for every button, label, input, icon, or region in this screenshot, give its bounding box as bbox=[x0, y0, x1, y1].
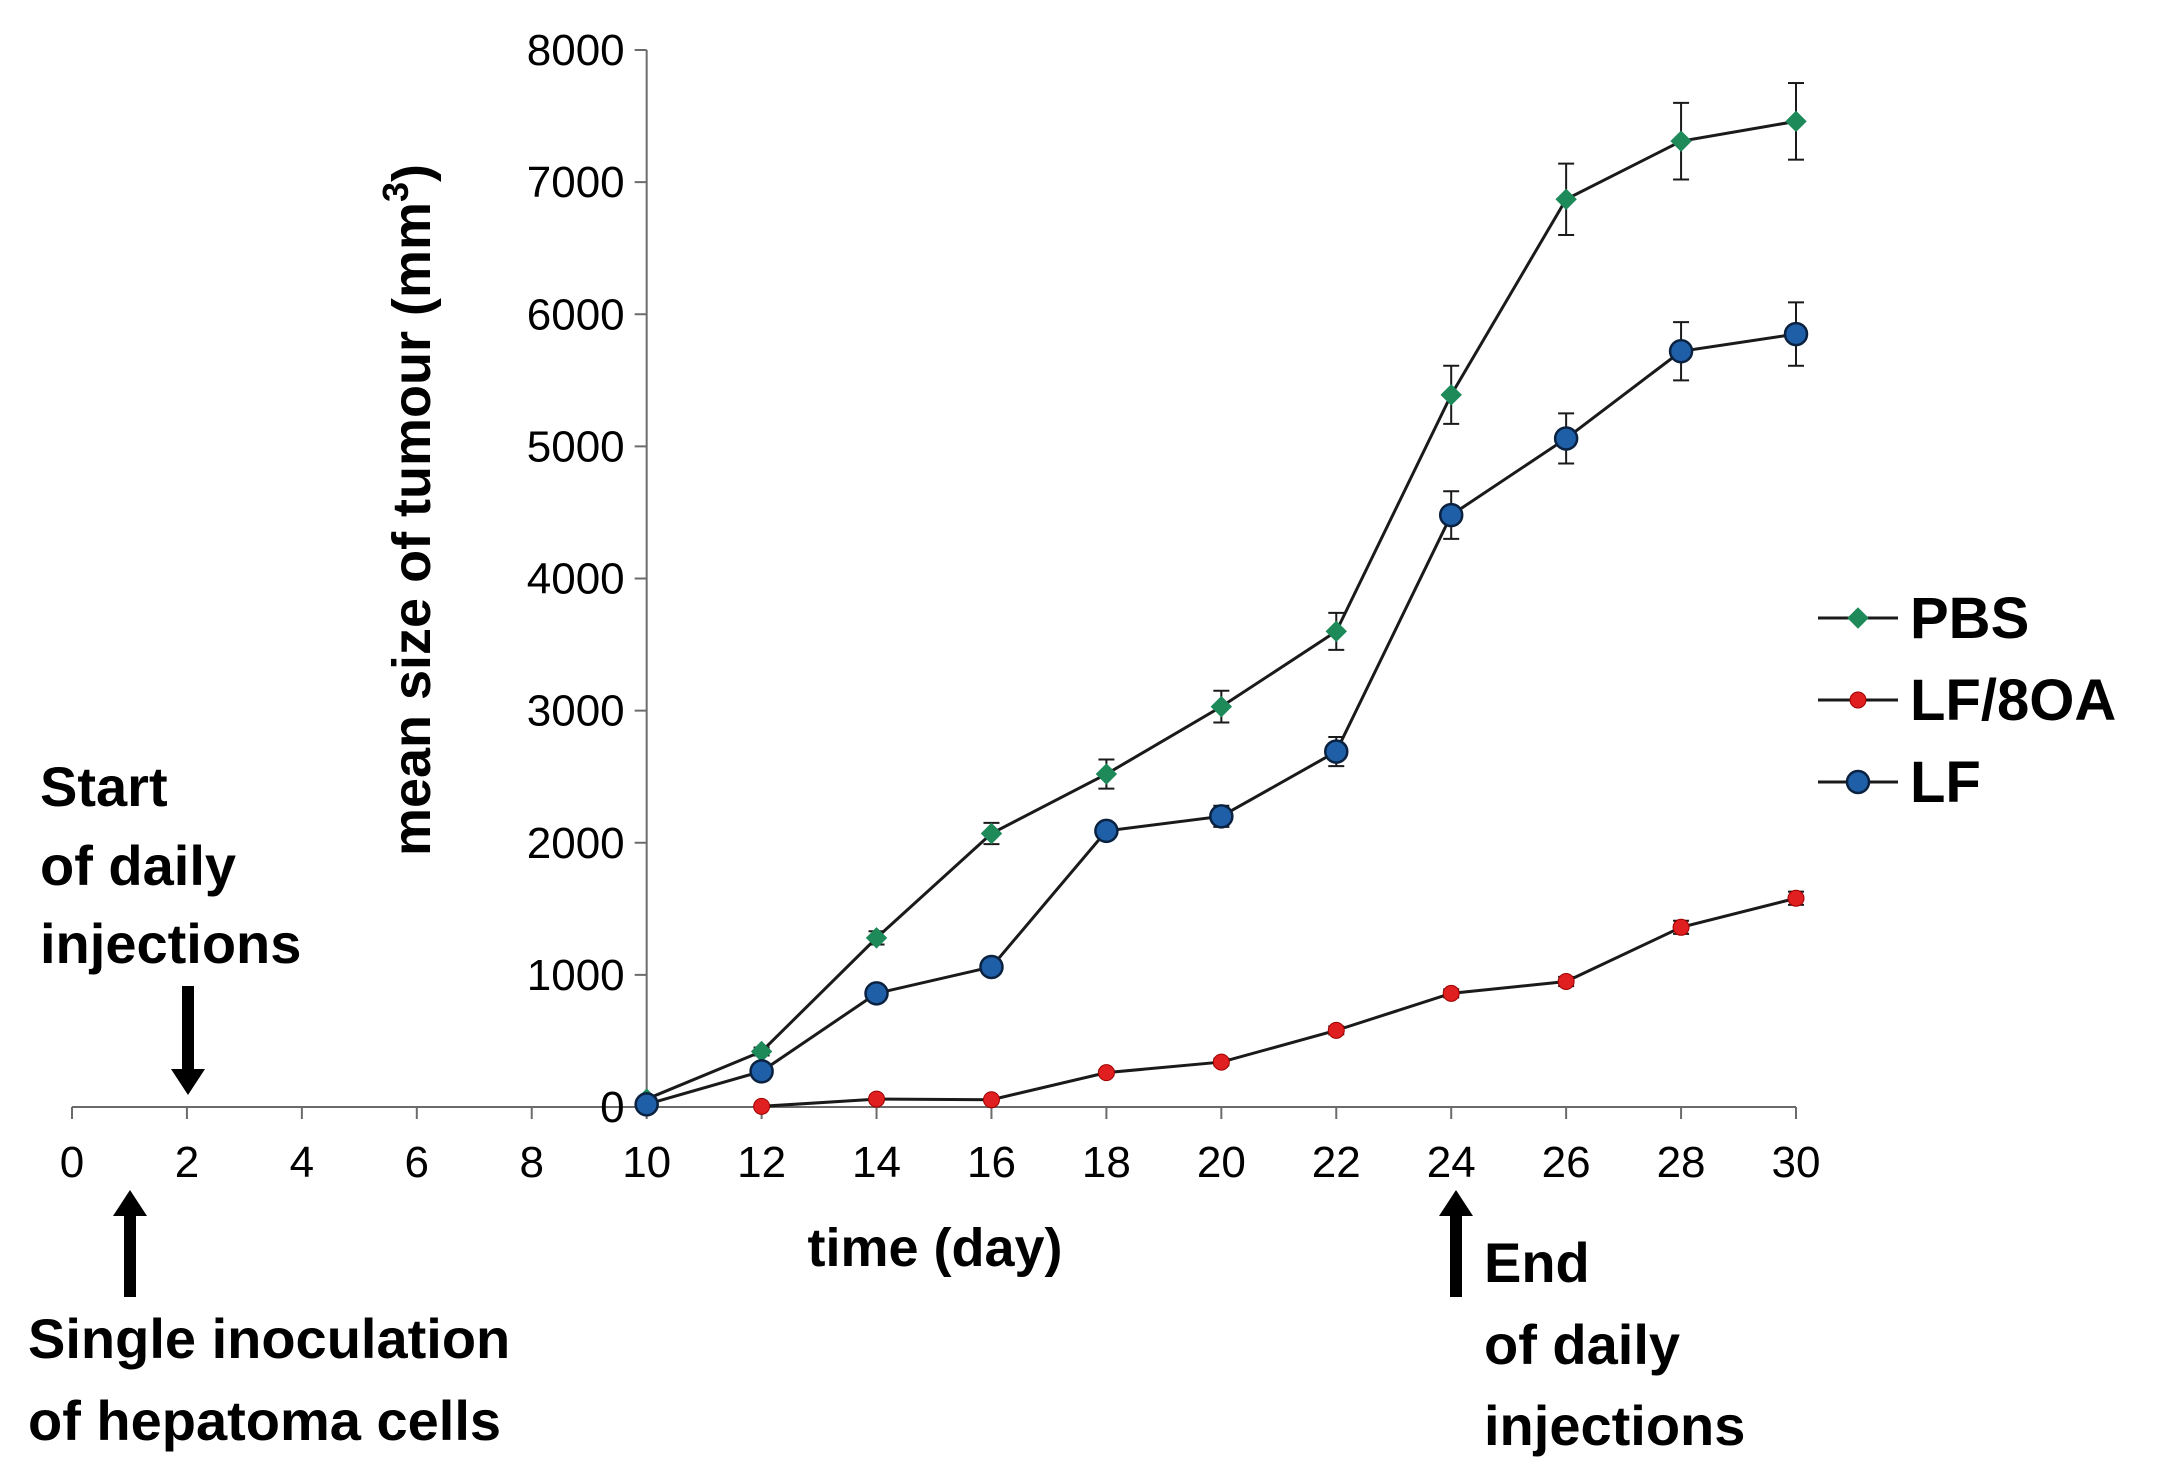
data-point bbox=[1212, 1053, 1230, 1071]
arrow-head bbox=[171, 1069, 205, 1095]
data-point bbox=[1670, 130, 1692, 152]
y-tick-label: 0 bbox=[600, 1083, 624, 1132]
data-point bbox=[634, 1092, 659, 1117]
y-tick-label: 4000 bbox=[527, 555, 625, 604]
x-tick-label: 6 bbox=[405, 1138, 429, 1187]
series-line-pbs bbox=[646, 119, 1797, 1101]
data-point bbox=[1783, 321, 1809, 347]
annotations: Start of daily injections Single inoculatio… bbox=[28, 755, 1745, 1457]
end-note-line: injections bbox=[1484, 1394, 1745, 1457]
data-point bbox=[1210, 695, 1233, 718]
data-point bbox=[982, 1091, 1000, 1109]
data-point bbox=[1672, 918, 1690, 936]
data-point bbox=[753, 1097, 771, 1115]
data-point bbox=[1095, 763, 1118, 785]
arrow-shaft bbox=[1450, 1216, 1462, 1297]
x-tick-label: 24 bbox=[1427, 1138, 1476, 1187]
y-tick-label: 2000 bbox=[527, 819, 625, 868]
x-tick-label: 14 bbox=[852, 1138, 901, 1187]
x-tick-label: 20 bbox=[1197, 1138, 1246, 1187]
y-axis-title-main: mean size of tumour (mm bbox=[382, 202, 442, 856]
x-tick-label: 30 bbox=[1772, 1138, 1821, 1187]
start-note-line: Start bbox=[40, 755, 168, 818]
arrow-shaft bbox=[182, 986, 194, 1069]
inoculation-note-arrow bbox=[113, 1190, 147, 1297]
x-tick-label: 4 bbox=[290, 1138, 314, 1187]
y-tick-label: 5000 bbox=[527, 422, 625, 471]
inoculation-note-line: Single inoculation bbox=[28, 1307, 510, 1370]
data-point bbox=[1557, 972, 1575, 990]
legend-label: PBS bbox=[1910, 586, 2029, 651]
y-axis-title-sup: 3 bbox=[375, 182, 416, 202]
series-layer bbox=[634, 82, 1809, 1117]
legend-label: LF/8OA bbox=[1910, 668, 2116, 733]
inoculation-note-line: of hepatoma cells bbox=[28, 1389, 501, 1452]
x-tick-label: 16 bbox=[967, 1138, 1016, 1187]
x-tick-label: 26 bbox=[1542, 1138, 1591, 1187]
series-lf-8oa bbox=[753, 889, 1805, 1115]
series-lf bbox=[634, 301, 1809, 1117]
data-point bbox=[865, 927, 888, 949]
inoculation-note: Single inoculation of hepatoma cells bbox=[28, 1190, 510, 1452]
data-point bbox=[1785, 110, 1807, 133]
data-point bbox=[1438, 502, 1464, 528]
x-tick-label: 10 bbox=[622, 1138, 671, 1187]
data-point bbox=[1440, 384, 1462, 406]
y-axis-title-end: ) bbox=[382, 164, 442, 182]
end-note-line: of daily bbox=[1484, 1313, 1680, 1376]
data-point bbox=[1324, 739, 1349, 764]
data-point bbox=[1553, 426, 1579, 451]
x-tick-label: 18 bbox=[1082, 1138, 1131, 1187]
x-tick-label: 22 bbox=[1312, 1138, 1361, 1187]
data-point bbox=[868, 1090, 886, 1108]
y-tick-label: 8000 bbox=[527, 26, 625, 75]
end-note-line: End bbox=[1484, 1231, 1590, 1294]
legend-marker bbox=[1849, 691, 1867, 709]
data-point bbox=[1555, 188, 1577, 211]
legend-label: LF bbox=[1910, 750, 1981, 815]
data-point bbox=[980, 822, 1003, 845]
start-note-arrow bbox=[171, 986, 205, 1095]
axes: 0 2 4 6 8 10 12 14 16 18 20 22 24 26 28 300100020003000… bbox=[60, 26, 1821, 1187]
arrow-head bbox=[113, 1190, 147, 1216]
start-note-line: injections bbox=[40, 912, 301, 975]
legend-item-lf: LF bbox=[1818, 750, 1981, 815]
start-note-line: of daily bbox=[40, 834, 236, 897]
legend-item-lf-8oa: LF/8OA bbox=[1818, 668, 2116, 733]
legend: PBS LF/8OA LF bbox=[1818, 586, 2116, 815]
data-point bbox=[749, 1059, 774, 1084]
x-tick-label: 28 bbox=[1657, 1138, 1706, 1187]
x-tick-label: 2 bbox=[175, 1138, 199, 1187]
data-point bbox=[1097, 1064, 1115, 1082]
data-point bbox=[1325, 620, 1347, 643]
x-tick-label: 12 bbox=[737, 1138, 786, 1187]
data-point bbox=[864, 981, 889, 1006]
data-point bbox=[1094, 818, 1119, 844]
series-pbs bbox=[635, 82, 1807, 1110]
data-point bbox=[1327, 1021, 1345, 1039]
data-point bbox=[1668, 338, 1694, 364]
x-tick-label: 8 bbox=[519, 1138, 543, 1187]
legend-item-pbs: PBS bbox=[1818, 586, 2029, 651]
data-point bbox=[1209, 804, 1234, 829]
x-tick-label: 0 bbox=[60, 1138, 84, 1187]
series-line-lf-8oa bbox=[761, 896, 1797, 1108]
legend-marker bbox=[1845, 769, 1871, 795]
y-tick-label: 7000 bbox=[527, 158, 625, 207]
data-point bbox=[979, 954, 1004, 980]
y-tick-label: 6000 bbox=[527, 290, 625, 339]
end-note-arrow bbox=[1439, 1190, 1473, 1297]
y-tick-label: 1000 bbox=[527, 951, 625, 1000]
arrow-head bbox=[1439, 1190, 1473, 1216]
end-note: End of daily injections bbox=[1439, 1190, 1745, 1457]
data-point bbox=[1442, 984, 1460, 1002]
legend-marker bbox=[1847, 607, 1869, 629]
y-axis-title: mean size of tumour (mm3) bbox=[375, 164, 442, 856]
arrow-shaft bbox=[124, 1216, 136, 1297]
start-note: Start of daily injections bbox=[40, 755, 301, 1095]
data-point bbox=[1787, 889, 1805, 907]
x-axis-title: time (day) bbox=[807, 1218, 1062, 1278]
y-tick-label: 3000 bbox=[527, 687, 625, 736]
